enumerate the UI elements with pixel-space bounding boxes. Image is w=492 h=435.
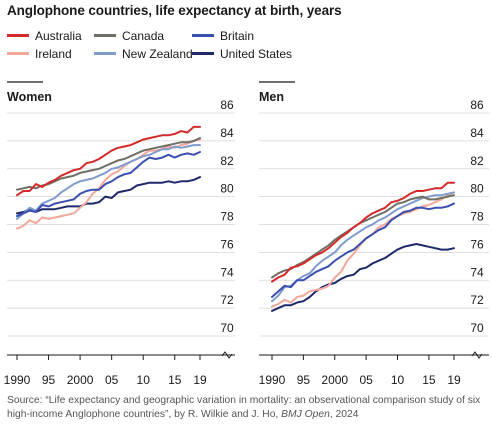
legend-swatch-australia: [7, 34, 29, 38]
chart-title: Anglophone countries, life expectancy at…: [7, 3, 342, 18]
x-tick-label: 95: [42, 373, 56, 387]
legend-item-new-zealand: New Zealand: [94, 47, 193, 62]
x-tick-label: 95: [297, 373, 311, 387]
y-tick-label: 70: [470, 321, 484, 335]
x-tick-label: 2000: [67, 373, 94, 387]
legend: Australia Ireland Canada New Zealand Bri…: [7, 29, 307, 65]
panel-title: Men: [259, 90, 284, 104]
x-tick-label: 10: [137, 373, 151, 387]
panel-title: Women: [7, 90, 52, 104]
x-tick-label: 1990: [259, 373, 286, 387]
y-tick-label: 86: [470, 98, 484, 112]
x-tick-label: 15: [422, 373, 436, 387]
y-tick-label: 74: [470, 265, 484, 279]
y-tick-label: 80: [470, 182, 484, 196]
legend-label: Canada: [122, 29, 165, 43]
series-line-ireland: [16, 138, 201, 230]
legend-swatch-ireland: [7, 52, 29, 56]
x-tick-label: 2000: [321, 373, 348, 387]
panel-women: Women 70 72 74 76 78 80 82 84 86 1990 95 2000 05 10 15 1…: [4, 81, 235, 387]
axis-break-icon: [221, 351, 233, 359]
y-tick-label: 84: [470, 126, 484, 140]
y-tick-label: 76: [220, 237, 234, 251]
legend-label: Britain: [220, 29, 255, 43]
series-line-united-states: [16, 176, 201, 215]
source-journal: BMJ Open: [281, 409, 330, 420]
legend-swatch-canada: [94, 34, 116, 38]
legend-swatch-britain: [192, 34, 214, 38]
legend-label: United States: [220, 47, 293, 61]
legend-label: New Zealand: [122, 47, 193, 61]
panel-men: Men 70 72 74 76 78 80 82 84 86 1990 95 2000 05 10 15 19: [259, 81, 489, 387]
source-note: Source: “Life expectancy and geographic …: [7, 394, 487, 422]
series-line-new-zealand: [16, 144, 201, 220]
x-tick-label: 05: [105, 373, 119, 387]
legend-label: Ireland: [35, 47, 72, 61]
source-year: , 2024: [329, 409, 359, 420]
y-tick-label: 74: [220, 265, 234, 279]
y-tick-label: 70: [220, 321, 234, 335]
legend-item-britain: Britain: [192, 29, 254, 44]
legend-swatch-united-states: [192, 52, 214, 56]
x-tick-label: 19: [447, 373, 461, 387]
legend-item-united-states: United States: [192, 47, 292, 62]
y-tick-label: 82: [470, 154, 484, 168]
series-line-australia: [16, 125, 201, 197]
legend-item-australia: Australia: [7, 29, 82, 44]
axis-break-icon: [471, 351, 483, 359]
source-text: Source: “Life expectancy and geographic …: [7, 395, 481, 420]
y-tick-label: 80: [220, 182, 234, 196]
y-tick-label: 78: [220, 210, 234, 224]
x-tick-label: 05: [359, 373, 373, 387]
y-tick-label: 78: [470, 210, 484, 224]
series-line-britain: [271, 202, 455, 298]
legend-label: Australia: [35, 29, 82, 43]
x-tick-label: 19: [193, 373, 207, 387]
y-tick-label: 84: [220, 126, 234, 140]
series-line-canada: [271, 194, 455, 279]
series-line-australia: [271, 181, 455, 283]
legend-swatch-new-zealand: [94, 52, 116, 56]
y-tick-label: 86: [220, 98, 234, 112]
series-line-britain: [16, 151, 201, 218]
x-tick-label: 1990: [4, 373, 31, 387]
x-tick-label: 15: [168, 373, 182, 387]
legend-item-canada: Canada: [94, 29, 164, 44]
y-tick-label: 76: [470, 237, 484, 251]
legend-item-ireland: Ireland: [7, 47, 72, 62]
series-line-united-states: [271, 243, 455, 312]
y-tick-label: 82: [220, 154, 234, 168]
x-tick-label: 10: [391, 373, 405, 387]
y-tick-label: 72: [220, 293, 234, 307]
y-tick-label: 72: [470, 293, 484, 307]
